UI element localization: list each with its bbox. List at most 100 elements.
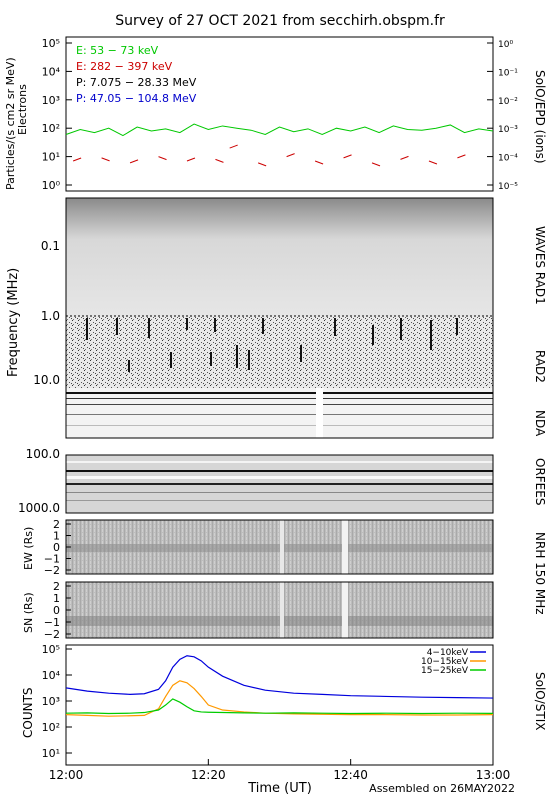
nrh-sn-tick-label: 2	[53, 580, 60, 593]
nrh-sn-tick-label: 0	[53, 604, 60, 617]
type-iii-streak	[456, 318, 458, 335]
epd-ylabel: Particles/(s cm2 sr MeV)	[4, 57, 17, 190]
stix-series	[65, 655, 494, 717]
nda-gap	[316, 388, 323, 438]
x-axis-ticks: 12:00 12:20 12:40 13:00	[49, 759, 511, 782]
nrh-ew-tick-label: 0	[53, 541, 60, 554]
epd-series-electrons-high-segment	[343, 154, 352, 159]
nda-band	[66, 388, 493, 438]
nrh-ew-ticks: 210−1−2	[44, 518, 71, 577]
type-iii-streak	[186, 318, 188, 330]
epd-right-tick-label: 10⁻²	[498, 97, 518, 107]
epd-series-electrons-high-segment	[371, 162, 381, 167]
epd-series-electrons-high-segment	[72, 157, 82, 162]
epd-frame	[65, 36, 494, 192]
epd-left-tick-label: 10¹	[42, 151, 60, 164]
stix-tick-label: 10⁵	[42, 643, 60, 656]
nrh-ew-label: EW (Rs)	[22, 527, 35, 570]
waves-tick-2: 10.0	[33, 373, 60, 387]
waves-frame	[65, 197, 494, 439]
epd-left-tick-labels: 10⁰ 10¹ 10² 10³ 10⁴ 10⁵	[42, 37, 72, 192]
nrh-right-label: NRH 150 MHz	[533, 532, 547, 615]
stix-legend-10-15: 10−15keV	[421, 657, 469, 667]
type-iii-streak	[248, 350, 250, 370]
type-iii-streak	[214, 318, 216, 332]
footer-assembled: Assembled on 26MAY2022	[369, 782, 515, 795]
epd-left-tick-label: 10²	[42, 122, 60, 135]
stix-frame	[65, 644, 494, 766]
epd-legend-e-high: E: 282 − 397 keV	[76, 60, 173, 73]
epd-left-tick-label: 10⁴	[42, 65, 61, 78]
type-iii-streak	[86, 318, 88, 340]
type-iii-streak	[128, 360, 130, 372]
epd-series-electrons-high-segment	[229, 144, 238, 149]
x-tick-label: 12:40	[333, 768, 368, 782]
waves-rad1-label: WAVES RAD1	[533, 226, 547, 305]
epd-right-tick-label: 10⁻¹	[498, 68, 518, 78]
nrh-ew-tick-label: −2	[44, 564, 60, 577]
epd-series-electrons-high-segment	[457, 154, 466, 159]
epd-right-tick-label: 10⁰	[498, 40, 513, 50]
type-iii-streak	[170, 352, 172, 368]
epd-legend-p-low: P: 7.075 − 28.33 MeV	[76, 76, 197, 89]
orfees-frame	[65, 454, 494, 514]
type-iii-streak	[236, 345, 238, 368]
stix-tick-label: 10²	[42, 721, 60, 734]
stix-legend-4-10: 4−10keV	[427, 648, 469, 658]
epd-legend-p-high: P: 47.05 − 104.8 MeV	[76, 92, 197, 105]
nrh-ew-tick-label: 1	[53, 530, 60, 543]
epd-series-electrons-high-segment	[158, 156, 167, 161]
type-iii-streak	[334, 318, 336, 336]
stix-legend-15-25: 15−25keV	[421, 666, 469, 676]
nrh-sn-tick-label: −1	[44, 616, 60, 629]
stix-ylabel: COUNTS	[21, 687, 35, 738]
rad1-spectrogram	[66, 198, 493, 316]
epd-series-electrons-high-segment	[186, 157, 196, 162]
epd-series-electrons-high-segment	[129, 159, 139, 164]
stix-series-10-15kev	[65, 680, 494, 717]
nrh-ew-tick-label: 2	[53, 518, 60, 531]
type-iii-streak	[430, 320, 432, 350]
nrh-sn-tick-label: −2	[44, 628, 60, 641]
stix-series-4-10kev	[65, 655, 494, 699]
waves-tick-3: 100.0	[26, 447, 60, 461]
rad2-spectrogram	[66, 316, 493, 388]
epd-left-tick-label: 10³	[42, 94, 60, 107]
epd-legend-e-low: E: 53 − 73 keV	[76, 44, 159, 57]
nrh-panel: 210−1−2 210−1−2 EW (Rs) SN (Rs) NRH 150 …	[22, 518, 547, 641]
waves-tick-1: 1.0	[41, 309, 60, 323]
epd-ylabel-electrons: Electrons	[16, 84, 29, 135]
epd-series-electrons-low	[65, 123, 494, 137]
x-tick-label: 13:00	[476, 768, 511, 782]
epd-right-label: SolO/EPD (ions)	[533, 70, 547, 164]
epd-series-electrons-high-segment	[400, 155, 409, 160]
stix-tick-label: 10³	[42, 695, 60, 708]
type-iii-streak	[372, 325, 374, 345]
epd-right-tick-label: 10⁻⁴	[498, 154, 518, 164]
waves-rad2-label: RAD2	[533, 350, 547, 383]
stix-panel: 10¹ 10² 10³ 10⁴ 10⁵ 4−10keV 10−15keV 15−25ke…	[21, 643, 547, 766]
nrh-sn-ticks: 210−1−2	[44, 580, 71, 641]
nrh-ew-tick-label: −1	[44, 553, 60, 566]
epd-right-tick-labels: 10⁻⁵ 10⁻⁴ 10⁻³ 10⁻² 10⁻¹ 10⁰	[487, 40, 518, 192]
epd-series	[65, 123, 494, 167]
epd-series-electrons-high-segment	[428, 160, 438, 165]
figure-title: Survey of 27 OCT 2021 from secchirh.obsp…	[115, 13, 445, 29]
x-axis-label: Time (UT)	[247, 781, 312, 796]
waves-tick-0: 0.1	[41, 239, 60, 253]
type-iii-streak	[262, 318, 264, 334]
epd-right-tick-label: 10⁻³	[498, 125, 518, 135]
epd-series-electrons-high-segment	[314, 160, 324, 165]
type-iii-streak	[400, 318, 402, 340]
nda-lines	[66, 392, 493, 426]
orfees-panel: 1000.0 ORFEES	[18, 454, 547, 515]
type-iii-streak	[148, 318, 150, 338]
epd-series-electrons-high-segment	[101, 157, 110, 162]
nrh-sn-map	[66, 582, 493, 638]
type-iii-streak	[116, 318, 118, 335]
epd-series-electrons-high-segment	[215, 158, 224, 163]
stix-tick-label: 10⁴	[42, 669, 61, 682]
epd-right-tick-label: 10⁻⁵	[498, 182, 518, 192]
type-iii-streak	[210, 352, 212, 366]
